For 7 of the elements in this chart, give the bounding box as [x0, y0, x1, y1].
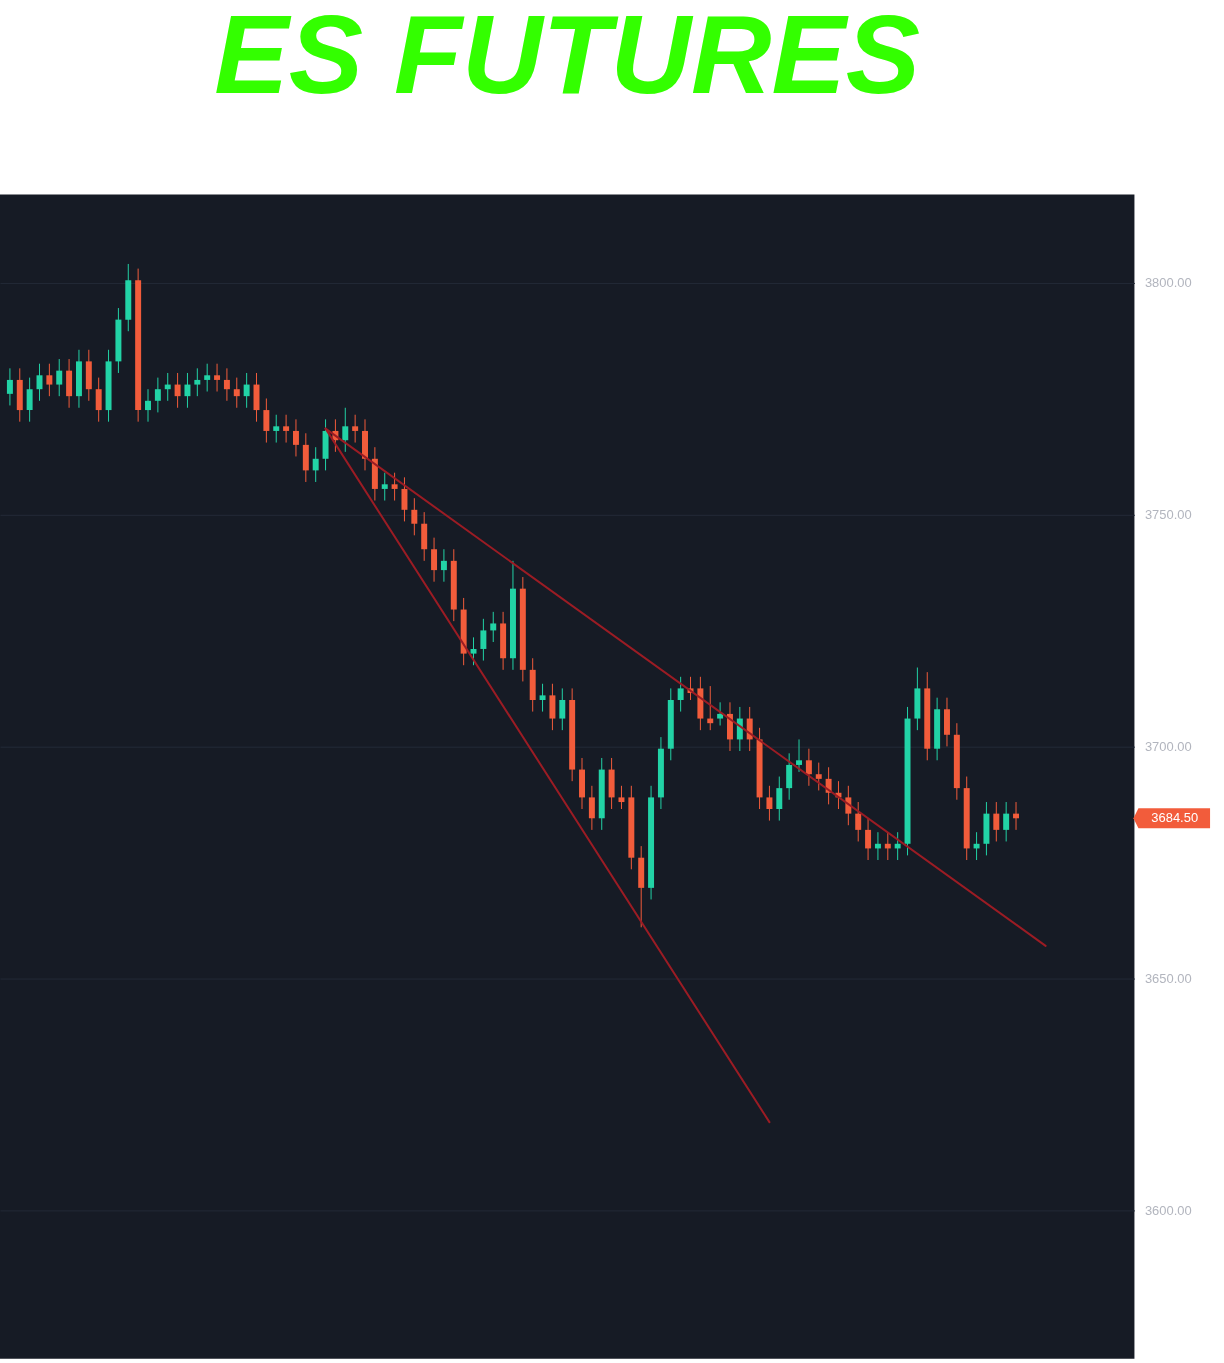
- y-tick-label: 3750.00: [1144, 506, 1192, 522]
- y-tick-label: 3650.00: [1144, 970, 1192, 986]
- y-tick-label: 3800.00: [1144, 275, 1192, 290]
- chart-title: ES FUTURES: [214, 0, 921, 117]
- y-tick-label: 3600.00: [1144, 1202, 1192, 1218]
- text: 3684.50: [1151, 810, 1199, 826]
- y-tick-label: 3700.00: [1144, 738, 1192, 754]
